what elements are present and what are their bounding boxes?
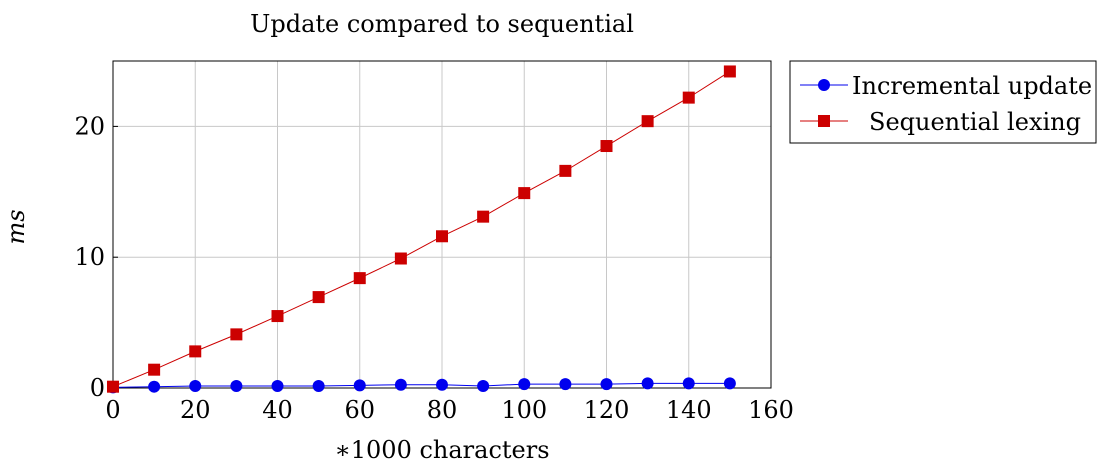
- data-point: [312, 291, 325, 304]
- data-point: [189, 345, 202, 358]
- data-point: [107, 380, 119, 393]
- chart-title: Update compared to sequential: [250, 10, 634, 38]
- x-tick-label: 20: [180, 396, 211, 424]
- data-point: [600, 140, 613, 153]
- y-tick-label: 10: [74, 243, 105, 271]
- x-tick-label: 0: [105, 396, 120, 424]
- legend-frame: [789, 60, 1097, 144]
- data-point: [230, 328, 243, 341]
- data-point: [312, 380, 325, 393]
- data-point: [723, 377, 736, 390]
- data-point: [723, 65, 736, 78]
- series-1: [107, 65, 736, 393]
- data-point: [518, 187, 531, 200]
- data-point: [394, 252, 407, 265]
- y-tick-label: 20: [74, 112, 105, 140]
- data-point: [600, 378, 613, 391]
- x-tick-label: 120: [584, 396, 630, 424]
- series-layer: [107, 65, 736, 394]
- data-point: [682, 91, 695, 104]
- data-point: [353, 272, 366, 285]
- x-tick-label: 140: [666, 396, 712, 424]
- x-axis-label: ∗1000 characters: [334, 436, 549, 462]
- legend-label-incremental: Incremental update: [852, 72, 1092, 100]
- data-point: [394, 378, 407, 391]
- legend-marker-sequential: [818, 115, 830, 127]
- data-point: [641, 115, 654, 128]
- data-point: [559, 378, 572, 391]
- series-0: [107, 377, 736, 394]
- data-point: [148, 363, 161, 376]
- data-point: [436, 230, 448, 243]
- data-point: [477, 210, 490, 223]
- data-point: [189, 380, 202, 393]
- x-tick-label: 160: [748, 396, 794, 424]
- data-point: [518, 378, 531, 391]
- x-tick-label: 40: [262, 396, 293, 424]
- legend-marker-incremental: [818, 79, 830, 91]
- data-point: [353, 379, 366, 392]
- y-axis-label: ms: [2, 209, 30, 244]
- data-point: [271, 380, 284, 393]
- data-point: [477, 380, 490, 393]
- y-axis-ticks: 0 10 20: [74, 112, 118, 402]
- y-tick-label: 0: [90, 374, 105, 402]
- data-point: [148, 380, 161, 393]
- x-tick-label: 60: [344, 396, 375, 424]
- data-point: [559, 164, 572, 177]
- data-point: [271, 310, 284, 323]
- series-line: [112, 71, 731, 388]
- series-line: [112, 382, 730, 388]
- grid: [112, 61, 772, 389]
- x-tick-label: 100: [501, 396, 547, 424]
- legend-label-sequential: Sequential lexing: [869, 108, 1081, 136]
- legend: Incremental update Sequential lexing: [789, 60, 1097, 144]
- data-point: [436, 378, 448, 391]
- data-point: [641, 377, 654, 390]
- data-point: [230, 380, 243, 393]
- data-point: [682, 377, 695, 390]
- x-axis-ticks: 0 20 40 60 80 100 120 140 160: [105, 383, 794, 424]
- x-tick-label: 80: [427, 396, 458, 424]
